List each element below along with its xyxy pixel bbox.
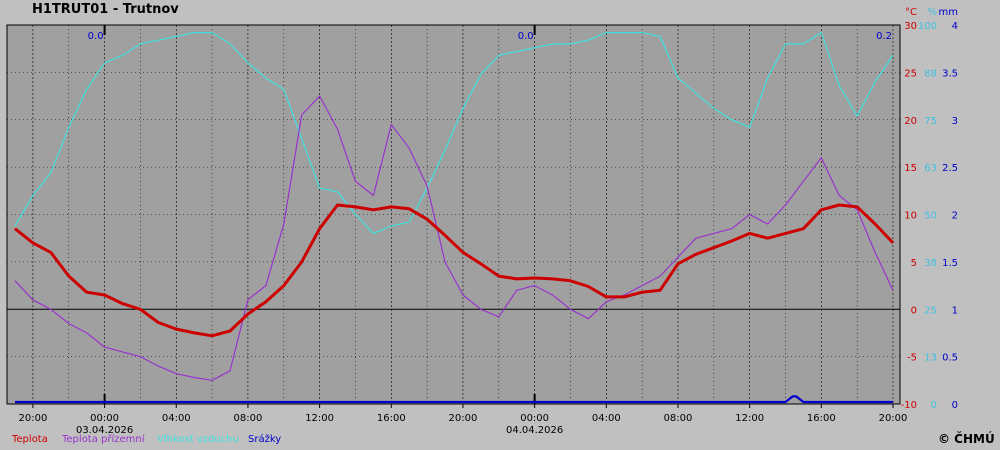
x-tick-label: 16:00	[807, 413, 836, 424]
y-tick-label-temperature: 0	[911, 305, 917, 316]
y-tick-label-precipitation: 2	[952, 211, 958, 222]
x-date-label: 04.04.2026	[506, 425, 563, 436]
y-tick-label-humidity: 13	[924, 353, 937, 364]
y-tick-label-temperature: -10	[901, 400, 917, 411]
y-tick-label-precipitation: 4	[952, 21, 958, 32]
y-tick-label-humidity: 88	[924, 68, 937, 79]
y-axis-unit-precipitation: mm	[939, 7, 958, 18]
x-tick-label: 04:00	[162, 413, 191, 424]
x-tick-label: 12:00	[735, 413, 764, 424]
series-line-teplota	[14, 203, 895, 338]
precip-total-label: 0.0	[88, 31, 104, 42]
x-tick-label: 08:00	[234, 413, 263, 424]
y-tick-label-humidity: 100	[918, 21, 937, 32]
y-tick-label-precipitation: 1.5	[942, 258, 958, 269]
y-axes: °C302520151050-5-10%100887563503825130mm…	[901, 7, 958, 411]
y-tick-label-precipitation: 0	[952, 400, 958, 411]
x-tick-label: 20:00	[449, 413, 478, 424]
legend-humidity: Vlhkost vzduchu	[157, 434, 239, 445]
x-tick-label: 00:00	[90, 413, 119, 424]
x-tick-label: 20:00	[879, 413, 908, 424]
legend-temperature: Teplota	[12, 434, 48, 445]
x-tick-label: 12:00	[305, 413, 334, 424]
y-tick-label-humidity: 0	[931, 400, 937, 411]
y-tick-label-precipitation: 0.5	[942, 353, 958, 364]
x-tick-label: 04:00	[592, 413, 621, 424]
series-line-srážky	[15, 395, 893, 404]
plot-frame	[6, 24, 901, 405]
x-tick-label: 16:00	[377, 413, 406, 424]
precip-labels: 0.0 0.0 0.2	[88, 31, 892, 42]
series-line-teplota-přízemní	[14, 95, 894, 381]
series-layer	[14, 32, 895, 404]
y-tick-label-precipitation: 3	[952, 116, 958, 127]
y-tick-label-humidity: 38	[924, 258, 937, 269]
legend-ground-temperature: Teplota přízemní	[62, 434, 145, 445]
y-tick-label-precipitation: 3.5	[942, 68, 958, 79]
y-tick-label-humidity: 75	[924, 116, 937, 127]
y-tick-label-humidity: 25	[924, 305, 937, 316]
x-tick-label: 08:00	[664, 413, 693, 424]
precip-total-label: 0.0	[518, 31, 534, 42]
precip-total-label: 0.2	[876, 31, 892, 42]
y-axis-unit-humidity: %	[927, 7, 937, 18]
x-date-label: 03.04.2026	[76, 425, 133, 436]
y-tick-label-temperature: 5	[911, 258, 917, 269]
y-tick-label-temperature: 15	[904, 163, 917, 174]
x-tick-label: 20:00	[19, 413, 48, 424]
y-axis-unit-temperature: °C	[905, 7, 917, 18]
x-tick-label: 00:00	[520, 413, 549, 424]
copyright: © ČHMÚ	[938, 432, 995, 446]
y-tick-label-precipitation: 1	[952, 305, 958, 316]
y-tick-label-temperature: 10	[904, 211, 917, 222]
series-line-vlhkost-vzduchu	[14, 32, 894, 234]
y-tick-label-humidity: 63	[924, 163, 937, 174]
chart-title: H1TRUT01 - Trutnov	[32, 2, 179, 17]
y-tick-label-humidity: 50	[924, 211, 937, 222]
y-tick-label-temperature: 25	[904, 68, 917, 79]
y-tick-label-temperature: 20	[904, 116, 917, 127]
legend-precipitation: Srážky	[248, 434, 282, 445]
y-tick-label-temperature: -5	[907, 353, 917, 364]
y-tick-label-temperature: 30	[904, 21, 917, 32]
y-tick-label-precipitation: 2.5	[942, 163, 958, 174]
